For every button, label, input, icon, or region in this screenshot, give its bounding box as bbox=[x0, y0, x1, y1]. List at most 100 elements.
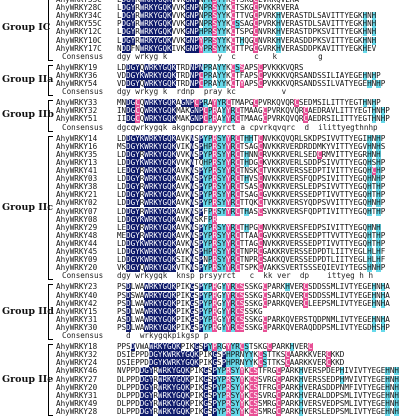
residue: Y bbox=[135, 199, 140, 208]
residue: V bbox=[267, 150, 272, 159]
residue: R bbox=[294, 142, 299, 151]
residue: N bbox=[185, 99, 190, 108]
residue: Y bbox=[221, 71, 227, 80]
residue: Q bbox=[162, 28, 168, 37]
residue: H bbox=[371, 315, 377, 324]
residue: Y bbox=[367, 407, 372, 416]
residue: K bbox=[171, 283, 177, 292]
residue: T bbox=[344, 199, 349, 208]
residue: E bbox=[353, 80, 358, 88]
residue: E bbox=[380, 375, 386, 384]
residue: Y bbox=[203, 231, 208, 240]
residue: Q bbox=[285, 323, 290, 332]
residue: M bbox=[262, 407, 268, 416]
residue: K bbox=[153, 315, 158, 324]
residue: K bbox=[139, 142, 145, 151]
residue: K bbox=[153, 71, 158, 80]
residue: R bbox=[148, 315, 154, 324]
residue: D bbox=[312, 231, 318, 240]
residue: K bbox=[271, 191, 277, 200]
residue: T bbox=[239, 264, 245, 273]
residue: P bbox=[194, 80, 199, 88]
residue: T bbox=[362, 367, 368, 376]
residue: R bbox=[267, 44, 272, 53]
residue: N bbox=[262, 134, 268, 143]
residue: C bbox=[230, 63, 236, 72]
residue: S bbox=[326, 283, 331, 292]
residue: K bbox=[262, 158, 268, 167]
residue: H bbox=[376, 175, 381, 184]
residue: H bbox=[362, 28, 368, 37]
residue: G bbox=[376, 367, 381, 376]
residue: P bbox=[380, 264, 386, 273]
residue: R bbox=[280, 183, 286, 192]
residue: K bbox=[276, 256, 281, 265]
residue: K bbox=[153, 134, 158, 143]
residue: K bbox=[317, 36, 322, 45]
sequence-name: AhyWRKY31 bbox=[56, 390, 98, 400]
residue: Y bbox=[244, 359, 249, 368]
residue: K bbox=[171, 80, 177, 88]
residue: G bbox=[248, 36, 254, 45]
residue: C bbox=[257, 80, 263, 88]
residue: S bbox=[317, 99, 322, 108]
residue: N bbox=[189, 239, 195, 248]
residue: G bbox=[162, 150, 168, 159]
residue: V bbox=[303, 391, 308, 400]
residue: G bbox=[362, 323, 368, 332]
residue: I bbox=[339, 248, 345, 256]
residue: G bbox=[185, 0, 190, 4]
residue: Y bbox=[157, 256, 163, 265]
residue: I bbox=[335, 167, 340, 175]
residue: T bbox=[339, 99, 345, 108]
residue: V bbox=[344, 315, 349, 324]
residue: K bbox=[271, 150, 277, 159]
residue: R bbox=[312, 391, 318, 400]
residue: L bbox=[117, 183, 122, 192]
residue: Q bbox=[139, 264, 145, 273]
sequence-name: AhyWRKY48 bbox=[56, 230, 98, 240]
residue: V bbox=[180, 248, 186, 256]
residue: Y bbox=[203, 299, 208, 308]
residue: R bbox=[144, 36, 149, 45]
residue: N bbox=[189, 167, 195, 175]
residue: R bbox=[212, 167, 218, 175]
residue: G bbox=[357, 231, 363, 240]
residue: A bbox=[317, 383, 322, 392]
residue: R bbox=[303, 343, 308, 352]
residue: Q bbox=[139, 107, 145, 116]
residue: T bbox=[303, 12, 308, 21]
residue: S bbox=[317, 12, 322, 21]
residue: D bbox=[185, 71, 190, 80]
residue: P bbox=[317, 167, 322, 175]
residue: G bbox=[262, 343, 268, 352]
residue: P bbox=[380, 158, 386, 167]
residue: Y bbox=[221, 142, 227, 151]
residue: Q bbox=[294, 107, 299, 116]
residue: C bbox=[248, 391, 254, 400]
residue: Y bbox=[157, 183, 163, 192]
residue: W bbox=[144, 107, 149, 116]
residue: G bbox=[212, 351, 218, 360]
residue: G bbox=[271, 383, 277, 392]
residue: R bbox=[267, 407, 272, 416]
residue: V bbox=[335, 183, 340, 192]
residue: I bbox=[194, 407, 199, 416]
residue: R bbox=[230, 175, 236, 184]
residue: G bbox=[162, 134, 168, 143]
residue: Q bbox=[167, 158, 172, 167]
residue: R bbox=[212, 299, 218, 308]
residue: G bbox=[130, 158, 136, 167]
residue: M bbox=[344, 407, 349, 416]
residue: H bbox=[371, 299, 377, 308]
residue: C bbox=[235, 191, 240, 200]
residue: C bbox=[248, 399, 254, 408]
residue: Y bbox=[157, 248, 163, 256]
residue: K bbox=[185, 183, 190, 192]
residue: Y bbox=[226, 343, 231, 352]
residue: E bbox=[307, 248, 313, 256]
residue: K bbox=[171, 150, 177, 159]
residue: T bbox=[344, 167, 349, 175]
residue: E bbox=[362, 80, 368, 88]
residue: R bbox=[148, 142, 154, 151]
